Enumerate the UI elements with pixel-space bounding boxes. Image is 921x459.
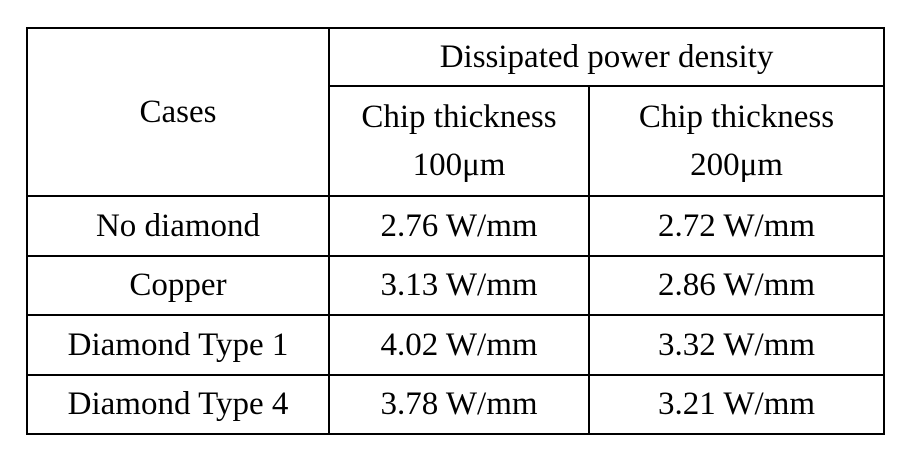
table-cell: 3.13 W/mm: [328, 254, 590, 316]
table-cell: 2.72 W/mm: [587, 195, 886, 257]
table-cell: 3.21 W/mm: [587, 373, 886, 435]
column-header-200um: Chip thickness 200μm: [587, 85, 886, 197]
table-row: Diamond Type 4 3.78 W/mm 3.21 W/mm: [26, 373, 886, 435]
row-case-label: Diamond Type 4: [26, 373, 330, 435]
cases-header: Cases: [26, 27, 330, 197]
table-cell: 3.78 W/mm: [328, 373, 590, 435]
header-row-1: Cases Dissipated power density: [26, 27, 886, 197]
table-row: No diamond 2.76 W/mm 2.72 W/mm: [26, 195, 886, 257]
table-cell: 2.86 W/mm: [587, 254, 886, 316]
table-cell: 4.02 W/mm: [328, 314, 590, 376]
column-header-100um: Chip thickness 100μm: [328, 85, 590, 197]
table-row: Copper 3.13 W/mm 2.86 W/mm: [26, 254, 886, 316]
column-header-line2: 200μm: [690, 147, 783, 183]
group-header: Dissipated power density: [327, 27, 886, 87]
row-case-label: No diamond: [26, 195, 330, 257]
column-header-line1: Chip thickness: [361, 99, 557, 135]
row-case-label: Diamond Type 1: [26, 314, 330, 376]
table-cell: 2.76 W/mm: [328, 195, 590, 257]
power-density-table: Cases Dissipated power density Chip thic…: [26, 27, 886, 435]
table-cell: 3.32 W/mm: [587, 314, 886, 376]
column-header-line2: 100μm: [412, 147, 506, 183]
column-header-line1: Chip thickness: [638, 99, 835, 135]
header-row-2: Chip thickness 100μm Chip thickness 200μ…: [27, 85, 886, 197]
table-row: Diamond Type 1 4.02 W/mm 3.32 W/mm: [26, 314, 886, 376]
row-case-label: Copper: [26, 254, 330, 316]
